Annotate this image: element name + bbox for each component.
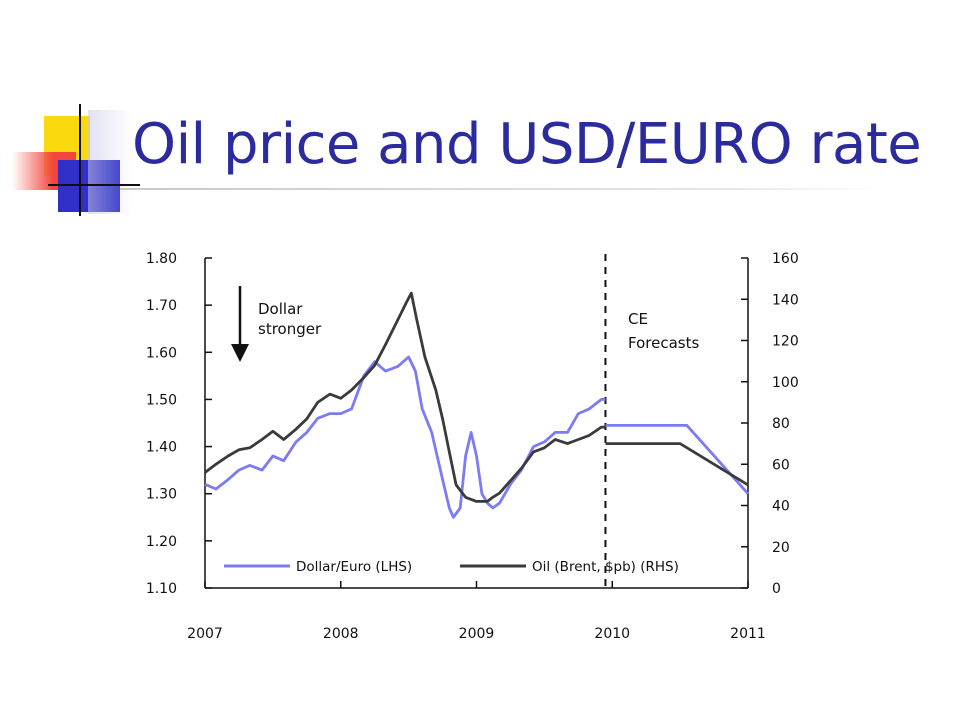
dollar-euro-forecast-line [605,424,750,495]
legend-dollar-euro-label: Dollar/Euro (LHS) [296,559,412,575]
logo-fade [88,110,132,214]
left-tick-label: 1.50 [146,392,177,408]
dollar-stronger-arrowhead [231,344,249,362]
x-tick-label: 2011 [730,626,766,642]
x-tick-label: 2008 [323,626,359,642]
x-tick-label: 2010 [594,626,630,642]
left-tick-label: 1.60 [146,345,177,361]
dollar-euro-line [204,355,606,519]
logo-vertical-line [79,104,81,216]
slide-title: Oil price and USD/EURO rate [132,112,922,177]
right-tick-label: 40 [772,499,790,515]
dollar-stronger-label-line1: Dollar [258,300,303,318]
forecast-label-line2: Forecasts [628,334,699,352]
logo-horizontal-line [48,184,140,186]
right-tick-label: 80 [772,416,790,432]
left-tick-label: 1.40 [146,440,177,456]
slide-logo [0,0,140,220]
right-tick-label: 100 [772,375,799,391]
right-tick-label: 120 [772,334,799,350]
x-tick-label: 2007 [187,626,223,642]
left-tick-label: 1.10 [146,581,177,597]
oil-brent-forecast-line [605,442,749,487]
left-tick-label: 1.70 [146,298,177,314]
legend-oil-label: Oil (Brent, $pb) (RHS) [532,559,679,575]
right-tick-label: 20 [772,540,790,556]
left-tick-label: 1.30 [146,487,177,503]
oil-brent-line [204,291,606,503]
x-tick-label: 2009 [459,626,495,642]
right-tick-label: 160 [772,251,799,267]
right-tick-label: 0 [772,581,781,597]
right-tick-label: 60 [772,457,790,473]
left-tick-label: 1.80 [146,251,177,267]
right-tick-label: 140 [772,292,799,308]
dollar-stronger-label-line2: stronger [258,320,322,338]
title-underline [120,188,880,190]
forecast-label-line1: CE [628,310,648,328]
left-tick-label: 1.20 [146,534,177,550]
